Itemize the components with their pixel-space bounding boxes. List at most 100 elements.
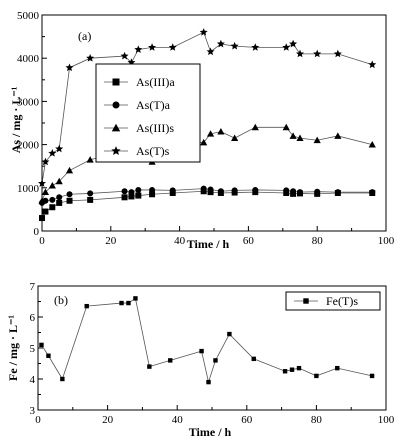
panel-a-series-as-t-s-point — [134, 45, 143, 53]
panel-b-series-fe-t-s-point — [147, 364, 152, 369]
panel-b-series-fe-t-s-point — [335, 365, 340, 371]
panel-a-series-as-t-s-point — [148, 43, 157, 51]
panel-b-legend: Fe(T)s — [285, 291, 381, 311]
panel-a-series-as-t-a-point — [290, 188, 297, 195]
panel-a-y-tick-label: 2000 — [17, 140, 40, 152]
panel-a-x-tick-label: 20 — [105, 235, 117, 247]
panel-a-label: (a) — [78, 29, 91, 43]
panel-a-plot-frame — [41, 14, 387, 232]
panel-b-series-fe-t-s-point — [213, 358, 218, 363]
panel-b-y-ticks: 3 4 5 6 7 — [30, 281, 43, 417]
panel-a-series-as-t-s-point — [48, 149, 57, 157]
panel-a-series-as-iii-s-point — [296, 134, 304, 141]
panel-a-x-tick-label: 40 — [174, 235, 186, 247]
panel-a-series-as-iii-s-point — [334, 132, 342, 139]
panel-a-series-as-t-a-point — [207, 186, 214, 193]
panel-a-series-as-iii-s-point — [200, 138, 208, 146]
panel-a-series-as-t-a-point — [297, 189, 303, 196]
panel-a-series-as-iii-a-point — [66, 197, 73, 204]
panel-a-x-tick-label: 60 — [243, 235, 255, 247]
panel-a-series-as-iii-s-point — [65, 166, 74, 174]
panel-a-series-as-iii-s-point — [217, 128, 225, 135]
panel-b-series-fe-t-s-point — [168, 358, 173, 363]
panel-b-series-fe-t-s-point — [60, 376, 65, 382]
panel-a-series-as-t-a-point — [217, 188, 224, 195]
panel-a-series-as-t-a-point — [314, 188, 321, 195]
panel-a-series-as-iii-s-point — [86, 156, 94, 163]
panel-b-series-fe-t-s-line — [41, 297, 373, 384]
panel-a-x-tick-label: 80 — [312, 235, 324, 247]
panel-a-series-as-t-s-point — [86, 54, 95, 62]
panel-a-y-axis-title: As / mg · L⁻¹ — [9, 86, 23, 153]
panel-b-legend-box — [285, 291, 381, 311]
panel-a-series-as-iii-s-point — [55, 177, 63, 185]
panel-a-series — [38, 28, 377, 222]
panel-a-series-as-t-s-point — [230, 41, 239, 50]
panel-b-series-fe-t-s-point — [314, 373, 319, 379]
panel-b-series-fe-t-s-point — [369, 373, 375, 379]
panel-a-legend-marker — [111, 146, 121, 155]
panel-a-series-as-iii-s-point — [48, 182, 56, 189]
panel-a-series-as-iii-s-point — [313, 136, 321, 144]
panel-a-x-axis-title: Time / h — [187, 237, 230, 251]
panel-b-series — [39, 296, 375, 385]
panel-a-series-as-t-s-point — [313, 49, 322, 58]
panel-a-series-as-t-a-point — [66, 191, 73, 198]
panel-a-series-as-t-s-point — [206, 47, 215, 56]
panel-b-y-tick-label: 5 — [30, 343, 36, 355]
panel-a-legend-label: As(T)s — [136, 144, 170, 158]
panel-a-series-as-iii-s-point — [282, 123, 290, 131]
panel-a-series-as-iii-a-point — [149, 191, 156, 198]
panel-a-series-as-t-s-point — [368, 60, 377, 69]
panel-a-series-as-t-a-point — [128, 189, 135, 196]
panel-b-series-fe-t-s-point — [126, 300, 131, 306]
panel-a-series-as-iii-a-point — [39, 215, 45, 222]
panel-a-series-as-t-a-point — [252, 186, 259, 193]
panel-a-series-as-iii-s-point — [41, 188, 50, 195]
panel-a-series-as-iii-a-point — [135, 192, 142, 199]
panel-a-legend: As(III)a As(T)a As(III)s As(T)s — [95, 63, 201, 163]
panel-a-series-as-t-s-point — [251, 43, 260, 51]
panel-a-legend-marker — [111, 123, 121, 132]
panel-b-legend-marker — [303, 298, 309, 304]
panel-b-y-tick-label: 4 — [30, 374, 36, 386]
panel-a-series-as-t-s-point — [199, 28, 208, 36]
panel-a-legend-label: As(T)a — [136, 98, 171, 112]
panel-a-legend-label: As(III)s — [136, 121, 174, 135]
panel-b-series-fe-t-s-point — [289, 367, 295, 372]
panel-a-series-as-iii-s-point — [289, 132, 297, 139]
panel-a-series-as-t-a-line — [41, 188, 373, 204]
panel-a-series-as-t-a-point — [121, 188, 128, 195]
panel-b-series-fe-t-s-point — [251, 356, 256, 362]
panel-a-series-as-iii-a-point — [87, 196, 94, 203]
panel-b-y-tick-label: 7 — [30, 281, 36, 293]
panel-a-series-as-iii-a-point — [121, 194, 128, 201]
panel-a-series-as-iii-a-point — [128, 193, 135, 200]
panel-b-y-axis-title: Fe / mg · L⁻¹ — [6, 315, 20, 381]
panel-b-series-fe-t-s-point — [282, 369, 288, 374]
panel-a-series-as-t-s-point — [55, 144, 64, 153]
panel-b-series-fe-t-s-point — [227, 331, 232, 337]
panel-a-series-as-t-a-point — [87, 190, 94, 197]
panel-a-series-as-t-s-point — [168, 43, 177, 51]
panel-a-y-tick-label: 5000 — [17, 10, 40, 22]
panel-a-series-as-t-s-point — [216, 39, 225, 48]
panel-a-series-as-t-s-point — [38, 179, 46, 187]
panel-b-x-tick-label: 40 — [172, 414, 184, 426]
panel-a-series-as-iii-s-line — [41, 126, 373, 201]
panel-a-series-as-t-a-point — [135, 186, 142, 193]
panel-a-series-as-t-a-point — [149, 186, 156, 193]
panel-a-x-tick-label: 100 — [378, 235, 395, 247]
panel-a-series-as-t-s-point — [120, 51, 129, 60]
panel-b-series-fe-t-s-point — [46, 353, 51, 358]
panel-a-series-as-t-a-point — [231, 187, 238, 194]
panel-b-y-tick-label: 3 — [30, 405, 36, 417]
panel-a-legend-marker — [112, 78, 120, 86]
panel-a-series-as-iii-s-point — [231, 134, 239, 141]
panel-b-series-fe-t-s-point — [133, 296, 138, 301]
panel-a-legend-label: As(III)a — [136, 75, 175, 89]
panel-a-series-as-iii-s-point — [368, 141, 376, 148]
panel-a-series-as-iii-s-point — [251, 123, 259, 131]
panel-b: 0 20 40 60 80 100 3 4 5 6 7 (b) Time / h Fe / mg … — [6, 281, 395, 439]
panel-b-x-tick-label: 0 — [35, 414, 41, 426]
